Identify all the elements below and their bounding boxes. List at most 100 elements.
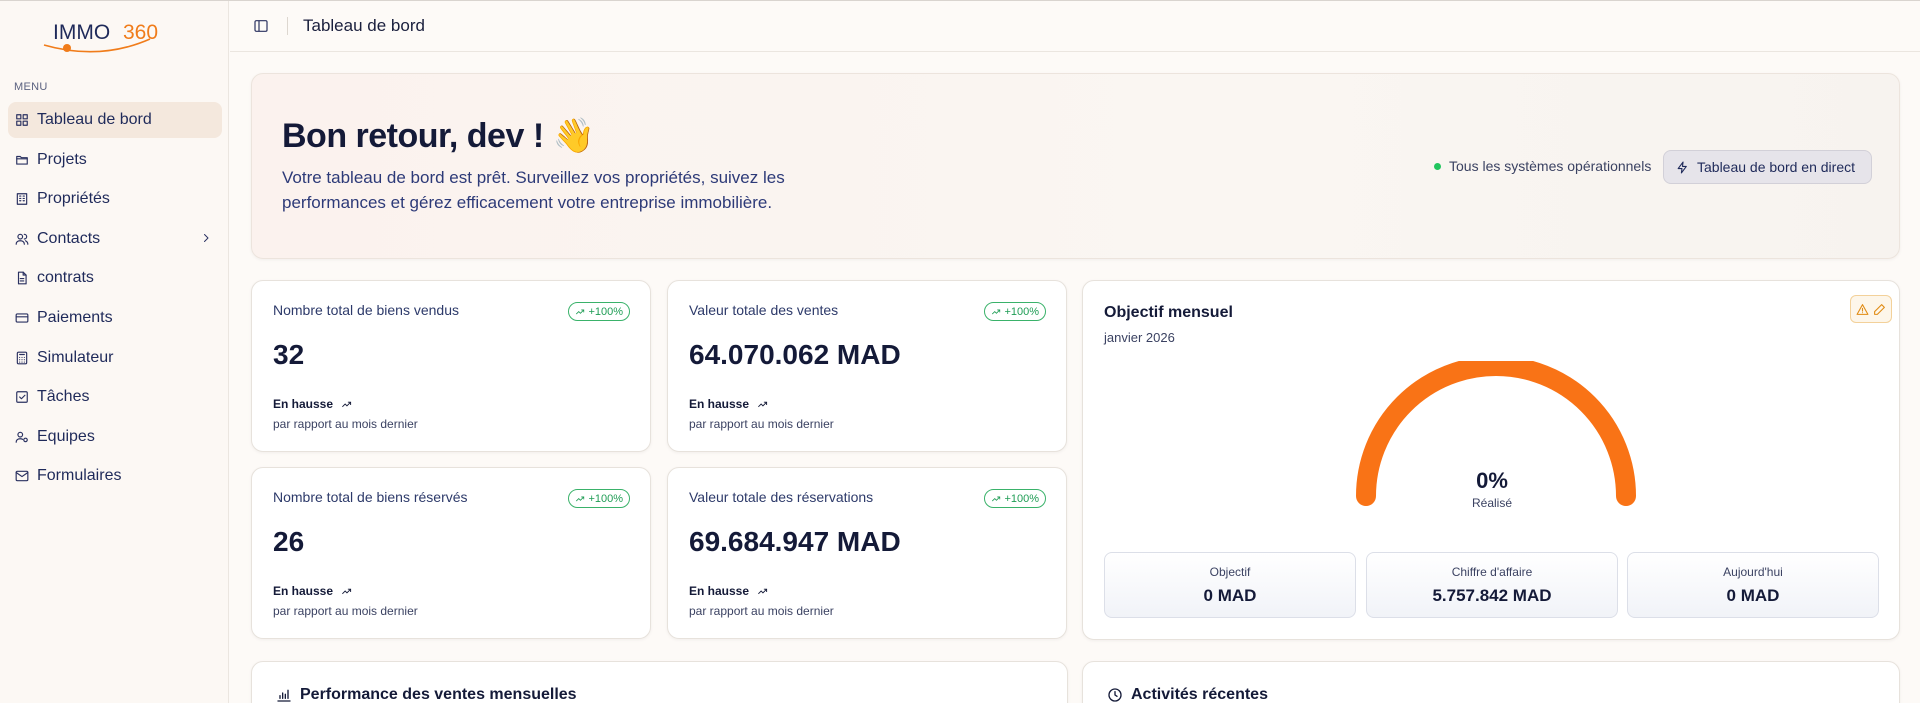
system-status: Tous les systèmes opérationnels [1434, 158, 1651, 174]
topbar-divider [287, 17, 288, 35]
grid-icon [16, 114, 28, 126]
stat-value: 32 [273, 339, 305, 370]
trending-up-icon [576, 496, 585, 501]
sidebar-item-label: Tâches [37, 388, 90, 406]
mail-icon [15, 471, 29, 482]
stat-trend: En hausse [689, 397, 768, 411]
stat-badge-text: +100% [1004, 305, 1039, 318]
sidebar-item-proprietes[interactable]: Propriétés [8, 181, 222, 217]
kpi-aujourdhui: Aujourd'hui 0 MAD [1627, 552, 1879, 618]
sidebar-item-label: Contacts [37, 229, 101, 247]
stat-label: Nombre total de biens réservés [273, 489, 468, 505]
sidebar-item-label: Tableau de bord [37, 111, 152, 128]
pencil-icon [1874, 303, 1885, 315]
calculator-icon [16, 351, 28, 364]
welcome-heading: Bon retour, dev ! 👋 [282, 117, 595, 155]
logo[interactable]: IMMO 360 [40, 15, 180, 55]
welcome-banner: Bon retour, dev ! 👋 Votre tableau de bor… [251, 73, 1900, 259]
sidebar-item-label: contrats [37, 269, 94, 287]
kpi-label: Aujourd'hui [1723, 565, 1783, 579]
sidebar-item-simulateur[interactable]: Simulateur [8, 340, 222, 376]
gauge-percent: 0% [1476, 468, 1508, 493]
monthly-objective-card: Objectif mensuel janvier 2026 0% Réalisé… [1082, 280, 1900, 640]
sidebar-item-label: Formulaires [37, 467, 122, 485]
stat-badge: +100% [568, 489, 630, 508]
stat-trend: En hausse [273, 397, 352, 411]
trending-up-icon [992, 309, 1001, 314]
stat-subtext: par rapport au mois dernier [273, 417, 418, 431]
status-dot-icon [1434, 162, 1441, 170]
objective-gauge [1356, 361, 1636, 506]
stat-trend-text: En hausse [689, 397, 750, 411]
sidebar-toggle-button[interactable] [253, 18, 269, 34]
stat-badge: +100% [984, 489, 1046, 508]
sales-performance-title-text: Performance des ventes mensuelles [300, 686, 577, 703]
stat-card-sales-value: Valeur totale des ventes +100% 64.070.06… [667, 280, 1067, 452]
stat-trend: En hausse [689, 584, 768, 598]
status-text: Tous les systèmes opérationnels [1449, 158, 1652, 174]
sidebar-item-label: Projets [37, 150, 87, 168]
objective-month: janvier 2026 [1104, 330, 1175, 345]
sidebar-item-contacts[interactable]: Contacts [8, 221, 222, 257]
file-icon [17, 271, 27, 285]
live-dashboard-button[interactable]: Tableau de bord en direct [1663, 150, 1872, 184]
sales-performance-card: Performance des ventes mensuelles [251, 661, 1068, 703]
credit-card-icon [15, 313, 29, 323]
stat-card-sold-count: Nombre total de biens vendus +100% 32 En… [251, 280, 651, 452]
bar-chart-icon [277, 689, 291, 702]
stat-subtext: par rapport au mois dernier [273, 604, 418, 618]
user-cog-icon [15, 431, 28, 443]
trending-up-icon [342, 588, 352, 594]
edit-objective-button[interactable] [1850, 295, 1892, 323]
kpi-value: 0 MAD [1203, 586, 1257, 605]
sidebar-item-label: Propriétés [37, 190, 110, 208]
stat-value: 64.070.062 MAD [689, 339, 901, 370]
page-title: Tableau de bord [303, 16, 425, 35]
recent-activities-card: Activités récentes [1082, 661, 1900, 703]
trending-up-icon [576, 309, 585, 314]
sidebar-item-taches[interactable]: Tâches [8, 379, 222, 415]
sidebar-item-label: Paiements [37, 308, 113, 326]
trending-up-icon [342, 401, 352, 407]
menu-label: MENU [14, 81, 48, 93]
trending-up-icon [758, 401, 768, 407]
sidebar-item-formulaires[interactable]: Formulaires [8, 458, 222, 494]
stat-trend-text: En hausse [273, 584, 334, 598]
stat-trend: En hausse [273, 584, 352, 598]
stat-label: Nombre total de biens vendus [273, 302, 459, 318]
trending-up-icon [758, 588, 768, 594]
stat-badge: +100% [984, 302, 1046, 321]
stat-card-reserved-count: Nombre total de biens réservés +100% 26 … [251, 467, 651, 639]
sidebar-item-contrats[interactable]: contrats [8, 260, 222, 296]
sidebar-item-tableau-de-bord[interactable]: Tableau de bord [8, 102, 222, 138]
gauge-label: Réalisé [1471, 496, 1513, 510]
zap-icon [1677, 161, 1687, 173]
gauge-track [1356, 361, 1636, 506]
kpi-label: Chiffre d'affaire [1451, 565, 1533, 579]
live-dashboard-label: Tableau de bord en direct [1697, 159, 1855, 175]
stat-value: 69.684.947 MAD [689, 526, 901, 557]
sidebar-item-projets[interactable]: Projets [8, 142, 222, 178]
topbar: Tableau de bord [230, 1, 1920, 52]
kpi-objectif: Objectif 0 MAD [1104, 552, 1356, 618]
check-square-icon [16, 391, 28, 403]
sidebar-item-paiements[interactable]: Paiements [8, 300, 222, 336]
chevron-right-icon [204, 233, 209, 242]
building-icon [16, 193, 28, 206]
stat-badge-text: +100% [588, 492, 623, 505]
logo-text-right: 360 [123, 21, 158, 44]
stat-value: 26 [273, 526, 305, 557]
recent-activities-title-text: Activités récentes [1131, 686, 1268, 703]
stat-badge-text: +100% [1004, 492, 1039, 505]
stat-label: Valeur totale des ventes [689, 302, 839, 318]
alert-triangle-icon [1856, 303, 1869, 315]
objective-title: Objectif mensuel [1104, 304, 1233, 321]
recent-activities-title: Activités récentes [1107, 686, 1268, 703]
sidebar-item-equipes[interactable]: Equipes [8, 419, 222, 455]
kpi-label: Objectif [1209, 565, 1251, 579]
stat-label: Valeur totale des réservations [689, 489, 874, 505]
logo-text-left: IMMO [53, 21, 110, 44]
stat-subtext: par rapport au mois dernier [689, 604, 834, 618]
sales-performance-title: Performance des ventes mensuelles [276, 686, 577, 703]
panel-left-icon [254, 20, 268, 32]
